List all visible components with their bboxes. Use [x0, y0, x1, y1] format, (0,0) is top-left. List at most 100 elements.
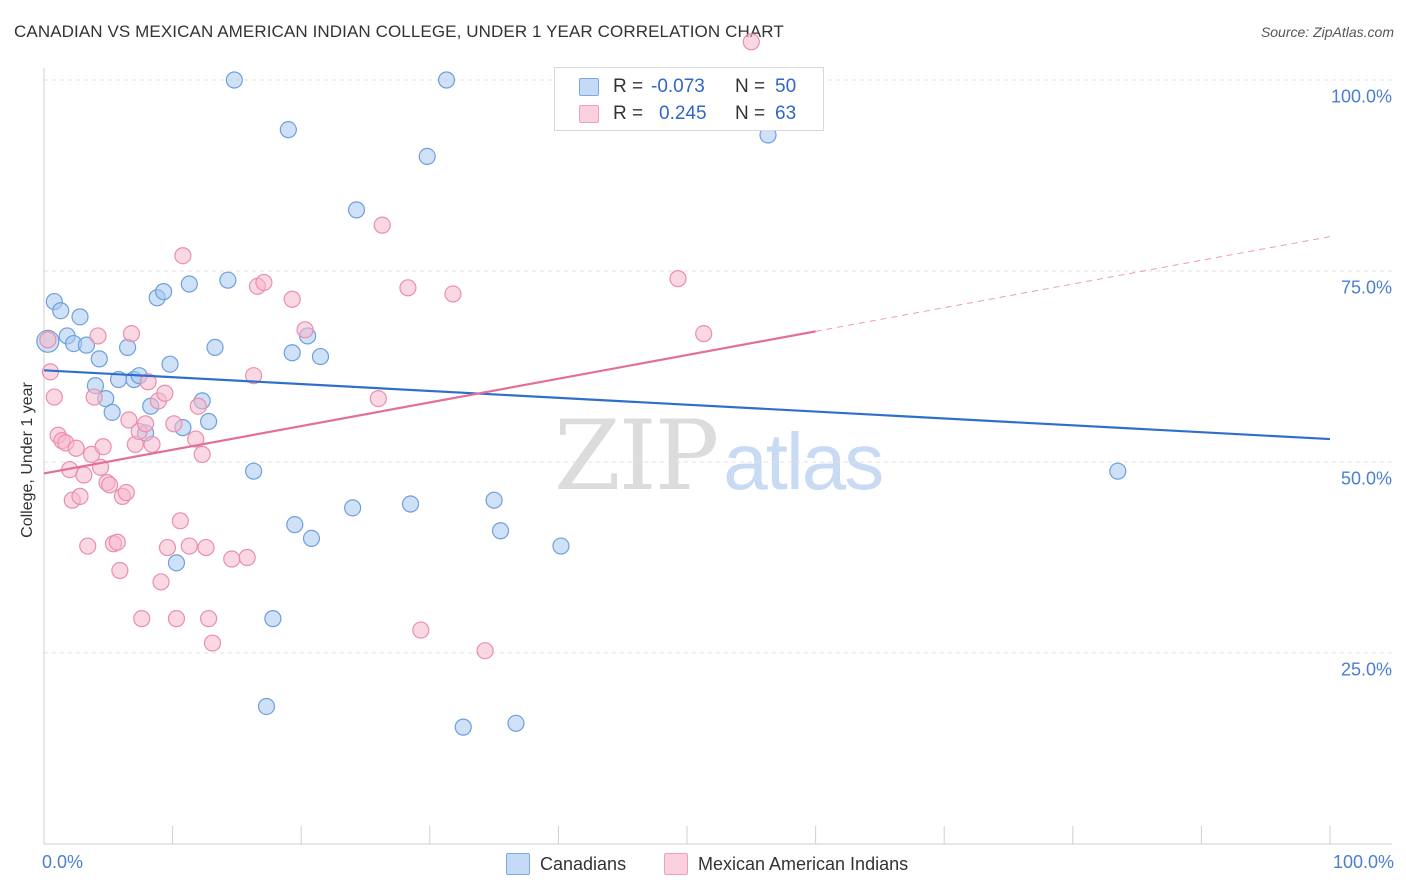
- canadians-point: [71, 308, 89, 326]
- mexican-american-indians-point: [156, 384, 174, 402]
- mexican-american-indians-point: [75, 466, 93, 484]
- canadians-point: [286, 516, 304, 534]
- mexican-american-indians-point: [152, 573, 170, 591]
- mexican-american-indians-point: [171, 512, 189, 530]
- mexican-american-indians-point: [695, 325, 713, 343]
- mexican-american-indians-point: [89, 327, 107, 345]
- n-label: N =: [735, 103, 766, 124]
- mexican-american-indians-point: [136, 415, 155, 433]
- canadians-trend-line: [43, 369, 1331, 441]
- source-credit: Source: ZipAtlas.com: [1260, 24, 1394, 40]
- mexican-american-indians-point: [197, 538, 215, 557]
- mexican-american-indians-point: [223, 550, 241, 568]
- mexican-american-indians-point: [373, 216, 391, 234]
- canadians-point: [491, 522, 510, 540]
- mexican-american-indians-point: [245, 367, 263, 385]
- canadians-point: [161, 355, 179, 373]
- canadians-point: [90, 350, 108, 368]
- mexican-american-indians-point: [180, 537, 198, 555]
- mexican-american-indians-point: [39, 331, 57, 349]
- canadians-point: [206, 338, 224, 356]
- canadians-point: [257, 697, 276, 716]
- mexican-american-indians-point: [79, 537, 97, 555]
- mexican-american-indians-point: [669, 270, 687, 288]
- mexican-american-indians-point: [100, 476, 119, 494]
- mexican-american-indians-point: [296, 321, 314, 339]
- mexican-american-indians-point: [94, 438, 112, 456]
- mexican-american-indians-point: [122, 325, 141, 343]
- canadians-point: [418, 147, 436, 165]
- r-label: R =: [613, 103, 644, 124]
- canadians-point: [454, 718, 472, 736]
- mexican-american-indians-point: [158, 538, 177, 557]
- legend-label-mexican-american-indians: Mexican American Indians: [698, 854, 909, 874]
- canadians-point: [283, 344, 301, 362]
- mexican-american-indians-point: [444, 285, 462, 303]
- canadians-swatch-icon: [579, 78, 599, 96]
- canadians-point: [401, 495, 420, 513]
- mexican-american-indians-point: [67, 439, 85, 457]
- watermark-zip: ZIP: [554, 400, 719, 512]
- canadians-point: [154, 283, 173, 301]
- mexican-american-indians-point: [133, 610, 151, 628]
- canadians-point: [200, 412, 218, 431]
- r-label: R =: [613, 76, 644, 97]
- mexican-american-indians-point: [189, 397, 207, 415]
- mexican-american-indians-trend-line: [43, 330, 816, 475]
- mexican-american-indians-point: [200, 610, 218, 628]
- canadians-point: [103, 403, 121, 421]
- canadians-point: [219, 271, 237, 289]
- mexican-american-indians-swatch-icon: [579, 105, 599, 123]
- canadians-point: [225, 71, 243, 89]
- n-value: 63: [775, 103, 797, 124]
- mexican-american-indians-point: [187, 430, 205, 448]
- mexican-american-indians-point: [111, 561, 129, 580]
- chart-title: CANADIAN VS MEXICAN AMERICAN INDIAN COLL…: [14, 22, 784, 41]
- y-tick-label-25: 25.0%: [1340, 659, 1392, 680]
- canadians-point: [180, 275, 198, 293]
- canadians-legend-icon: [506, 853, 530, 875]
- mexican-american-indians-point: [108, 533, 126, 551]
- canadians-point: [264, 610, 282, 628]
- mexican-american-indians-point: [167, 610, 186, 628]
- canadians-point: [552, 537, 570, 555]
- mexican-american-indians-point: [193, 445, 211, 463]
- y-axis-title: College, Under 1 year: [19, 382, 36, 538]
- mexican-american-indians-point: [412, 621, 430, 639]
- legend-label-canadians: Canadians: [540, 854, 627, 874]
- canadians-point: [302, 529, 321, 548]
- mexican-american-indians-trend-line-extension: [815, 236, 1331, 332]
- mexican-american-indians-point: [45, 388, 63, 406]
- x-tick-label-min: 0.0%: [42, 852, 84, 872]
- mexican-american-indians-point: [120, 411, 138, 429]
- mexican-american-indians-point: [742, 33, 760, 51]
- canadians-point: [344, 499, 362, 517]
- mexican-american-indians-point: [238, 548, 256, 567]
- mexican-american-indians-point: [174, 247, 192, 265]
- mexican-american-indians-point: [165, 415, 183, 433]
- canadians-point: [485, 491, 503, 509]
- mexican-american-indians-point: [476, 642, 494, 660]
- mexican-american-indians-point: [255, 273, 273, 292]
- mexican-american-indians-legend-icon: [664, 853, 688, 875]
- n-value: 50: [775, 76, 797, 97]
- mexican-american-indians-point: [143, 435, 161, 454]
- y-tick-label-50: 50.0%: [1340, 468, 1392, 489]
- r-value: -0.073: [651, 76, 705, 97]
- canadians-point: [437, 71, 456, 89]
- canadians-point: [507, 714, 525, 732]
- canadians-point: [1109, 462, 1127, 480]
- r-value: 0.245: [659, 103, 707, 124]
- mexican-american-indians-point: [85, 388, 103, 406]
- canadians-point: [52, 302, 70, 320]
- canadians-point: [167, 554, 186, 572]
- canadians-point: [311, 347, 330, 366]
- mexican-american-indians-point: [283, 290, 301, 308]
- zipatlas-watermark: ZIPatlas: [554, 400, 884, 512]
- canadians-point: [77, 336, 96, 354]
- n-label: N =: [735, 76, 766, 97]
- mexican-american-indians-point: [71, 487, 89, 505]
- mexican-american-indians-point: [369, 389, 387, 408]
- mexican-american-indians-point: [203, 634, 222, 652]
